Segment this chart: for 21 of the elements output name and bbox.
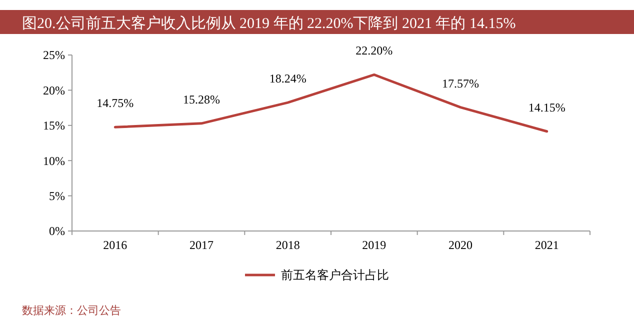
y-tick-label: 5% [49,189,65,203]
y-tick-label: 15% [43,118,65,133]
x-tick-label: 2016 [103,238,128,252]
y-tick-label: 10% [43,154,65,168]
data-label: 22.20% [356,44,393,58]
data-label: 17.57% [442,76,479,90]
source-note: 数据来源：公司公告 [22,304,121,317]
x-tick-label: 2020 [448,238,472,252]
y-tick-label: 0% [49,224,65,238]
x-tick-label: 2021 [534,238,559,252]
x-tick-label: 2017 [190,238,214,252]
x-tick-label: 2019 [362,238,386,252]
data-label: 14.15% [528,100,566,114]
legend-label: 前五名客户合计占比 [281,268,389,282]
data-label: 18.24% [269,72,306,86]
y-tick-label: 25% [43,48,65,62]
y-tick-label: 20% [43,83,65,98]
data-label: 15.28% [183,92,220,106]
data-label: 14.75% [96,96,134,110]
chart-title: 图20.公司前五大客户收入比例从 2019 年的 22.20%下降到 2021 年的 14.15% [22,15,516,32]
x-tick-label: 2018 [276,238,300,252]
